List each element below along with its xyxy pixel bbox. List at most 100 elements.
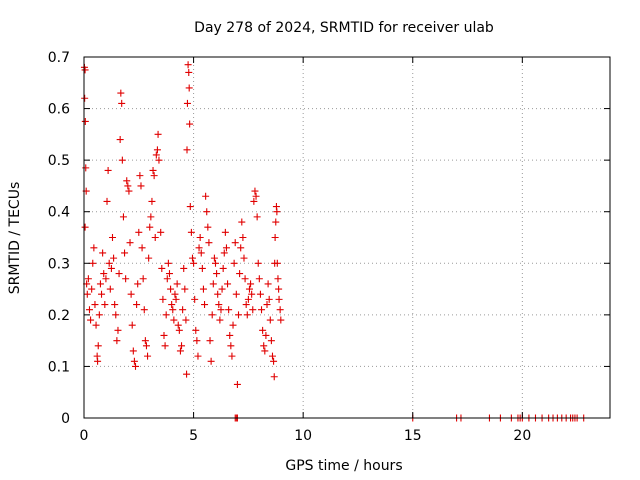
data-point xyxy=(212,259,219,267)
data-point xyxy=(124,182,132,190)
grid xyxy=(84,57,610,418)
data-point xyxy=(224,280,232,288)
data-point xyxy=(206,337,214,345)
y-tick-label: 0 xyxy=(61,411,70,427)
data-point xyxy=(222,244,230,252)
data-point xyxy=(244,295,252,303)
data-point xyxy=(95,311,103,319)
data-point xyxy=(121,249,129,257)
data-point xyxy=(107,264,115,272)
x-tick-label: 0 xyxy=(80,428,89,444)
data-point xyxy=(264,280,272,288)
data-point xyxy=(154,130,162,138)
data-point xyxy=(245,285,253,293)
data-point xyxy=(82,164,90,172)
data-point xyxy=(122,275,130,283)
data-point xyxy=(132,362,140,370)
data-point xyxy=(142,342,150,350)
data-point xyxy=(167,285,175,293)
data-point xyxy=(84,275,92,283)
data-point xyxy=(179,306,187,314)
data-point xyxy=(83,290,91,298)
data-point xyxy=(238,218,246,226)
data-point xyxy=(137,182,145,190)
data-point xyxy=(263,301,271,309)
data-point xyxy=(181,285,189,293)
data-point xyxy=(210,254,218,262)
data-point xyxy=(267,337,275,345)
data-point xyxy=(198,264,206,272)
data-point xyxy=(117,89,125,97)
data-point xyxy=(118,99,126,107)
data-point xyxy=(171,290,179,298)
data-point xyxy=(116,136,124,144)
data-point xyxy=(268,352,276,360)
data-point xyxy=(235,311,243,319)
data-point xyxy=(252,192,260,200)
data-point xyxy=(99,249,107,257)
y-tick-label: 0.2 xyxy=(48,308,70,324)
data-point xyxy=(207,357,215,365)
data-point xyxy=(103,197,111,205)
data-point xyxy=(266,316,274,324)
data-point xyxy=(260,342,268,350)
data-point xyxy=(85,306,93,314)
data-point xyxy=(231,239,239,247)
data-point xyxy=(151,234,159,241)
data-point xyxy=(204,223,212,231)
data-point xyxy=(81,223,89,231)
data-point xyxy=(100,270,108,278)
data-point xyxy=(185,68,193,76)
data-point xyxy=(81,117,89,125)
data-point xyxy=(159,295,167,303)
x-tick-label: 10 xyxy=(294,428,312,444)
data-point xyxy=(194,352,202,360)
data-point xyxy=(130,357,138,365)
data-point xyxy=(241,275,249,283)
data-point xyxy=(192,326,200,334)
data-point xyxy=(168,301,176,309)
data-point xyxy=(253,213,261,221)
data-point xyxy=(147,213,155,221)
data-point xyxy=(111,301,119,309)
data-point xyxy=(94,357,102,365)
data-point xyxy=(118,156,126,164)
data-point xyxy=(247,280,255,288)
data-point xyxy=(195,244,203,252)
data-point xyxy=(227,342,235,350)
data-point xyxy=(209,280,217,288)
data-point xyxy=(203,208,211,216)
x-axis-label: GPS time / hours xyxy=(285,458,402,474)
data-point xyxy=(236,270,244,278)
data-point xyxy=(249,306,257,314)
data-point xyxy=(275,295,283,303)
data-point xyxy=(169,306,177,314)
data-point xyxy=(148,197,156,205)
data-point xyxy=(149,166,157,174)
data-point xyxy=(125,187,133,195)
data-point xyxy=(258,306,266,314)
data-point xyxy=(221,228,229,236)
data-point xyxy=(126,239,134,247)
data-point xyxy=(163,275,171,283)
data-point xyxy=(157,228,165,236)
data-point xyxy=(90,244,98,252)
data-point xyxy=(164,259,172,267)
data-point xyxy=(155,156,163,164)
data-point xyxy=(88,285,96,293)
data-point xyxy=(128,321,136,329)
y-tick-label: 0.4 xyxy=(48,205,70,221)
data-point xyxy=(218,285,226,293)
data-point xyxy=(161,342,169,350)
data-point xyxy=(259,326,267,334)
data-point xyxy=(220,249,228,257)
data-point xyxy=(201,301,209,309)
data-point xyxy=(184,61,192,69)
data-point xyxy=(242,301,250,309)
data-point xyxy=(219,264,227,272)
data-point xyxy=(81,66,89,74)
y-tick-label: 0.5 xyxy=(48,153,70,169)
data-point xyxy=(226,331,234,339)
data-point xyxy=(190,259,198,267)
data-point xyxy=(160,331,168,339)
